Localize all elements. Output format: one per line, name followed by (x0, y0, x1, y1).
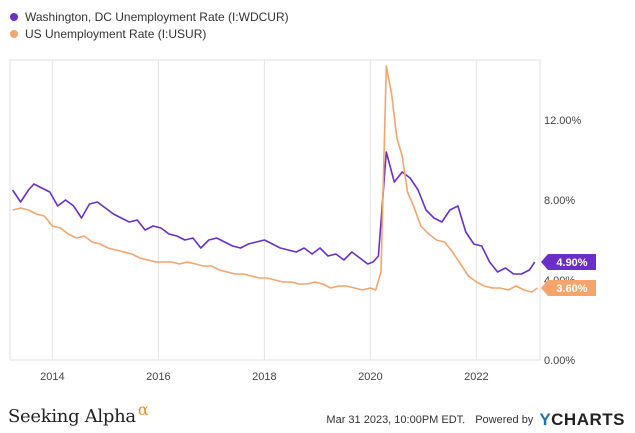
x-tick-label: 2020 (358, 371, 382, 383)
last-value-label-1: 3.60% (556, 283, 587, 295)
ycharts-rest: CHARTS (551, 410, 625, 429)
x-tick-label: 2022 (464, 371, 488, 383)
timestamp: Mar 31 2023, 10:00PM EDT. (326, 414, 466, 426)
brand-name: Seeking Alpha (8, 406, 136, 427)
axis-layer: 201420162018202020220.00%4.00%8.00%12.00… (40, 115, 581, 383)
series-line-1 (12, 65, 538, 293)
plot-frame (9, 59, 541, 361)
x-tick-label: 2018 (252, 371, 276, 383)
series-line-0 (11, 151, 536, 275)
legend-item-dc[interactable]: Washington, DC Unemployment Rate (I:WDCU… (8, 8, 289, 25)
last-value-flag-0 (541, 254, 596, 270)
grid-layer (9, 59, 541, 361)
ycharts-y: Y (539, 410, 552, 429)
series-layer (11, 65, 538, 293)
y-tick-label: 0.00% (544, 355, 575, 367)
legend-label-us: US Unemployment Rate (I:USUR) (25, 26, 207, 41)
legend-item-us[interactable]: US Unemployment Rate (I:USUR) (8, 25, 289, 42)
x-tick-label: 2014 (40, 371, 64, 383)
legend: Washington, DC Unemployment Rate (I:WDCU… (8, 8, 289, 42)
footer-credits: Mar 31 2023, 10:00PM EDT. Powered by YCH… (326, 410, 625, 430)
alpha-icon: α (137, 400, 149, 419)
label-layer: 4.90% 3.60% (541, 254, 596, 296)
last-value-flag-1 (541, 280, 596, 296)
legend-dot-dc (10, 12, 18, 21)
ycharts-logo[interactable]: YCHARTS (539, 410, 625, 430)
legend-dot-us (10, 29, 18, 38)
legend-label-dc: Washington, DC Unemployment Rate (I:WDCU… (25, 9, 289, 24)
powered-by: Powered by (475, 414, 534, 426)
seeking-alpha-logo: Seeking Alpha α (8, 400, 149, 427)
x-tick-label: 2016 (146, 371, 170, 383)
y-tick-label: 12.00% (544, 115, 582, 127)
last-value-label-0: 4.90% (556, 257, 587, 269)
y-tick-label: 8.00% (544, 195, 575, 207)
